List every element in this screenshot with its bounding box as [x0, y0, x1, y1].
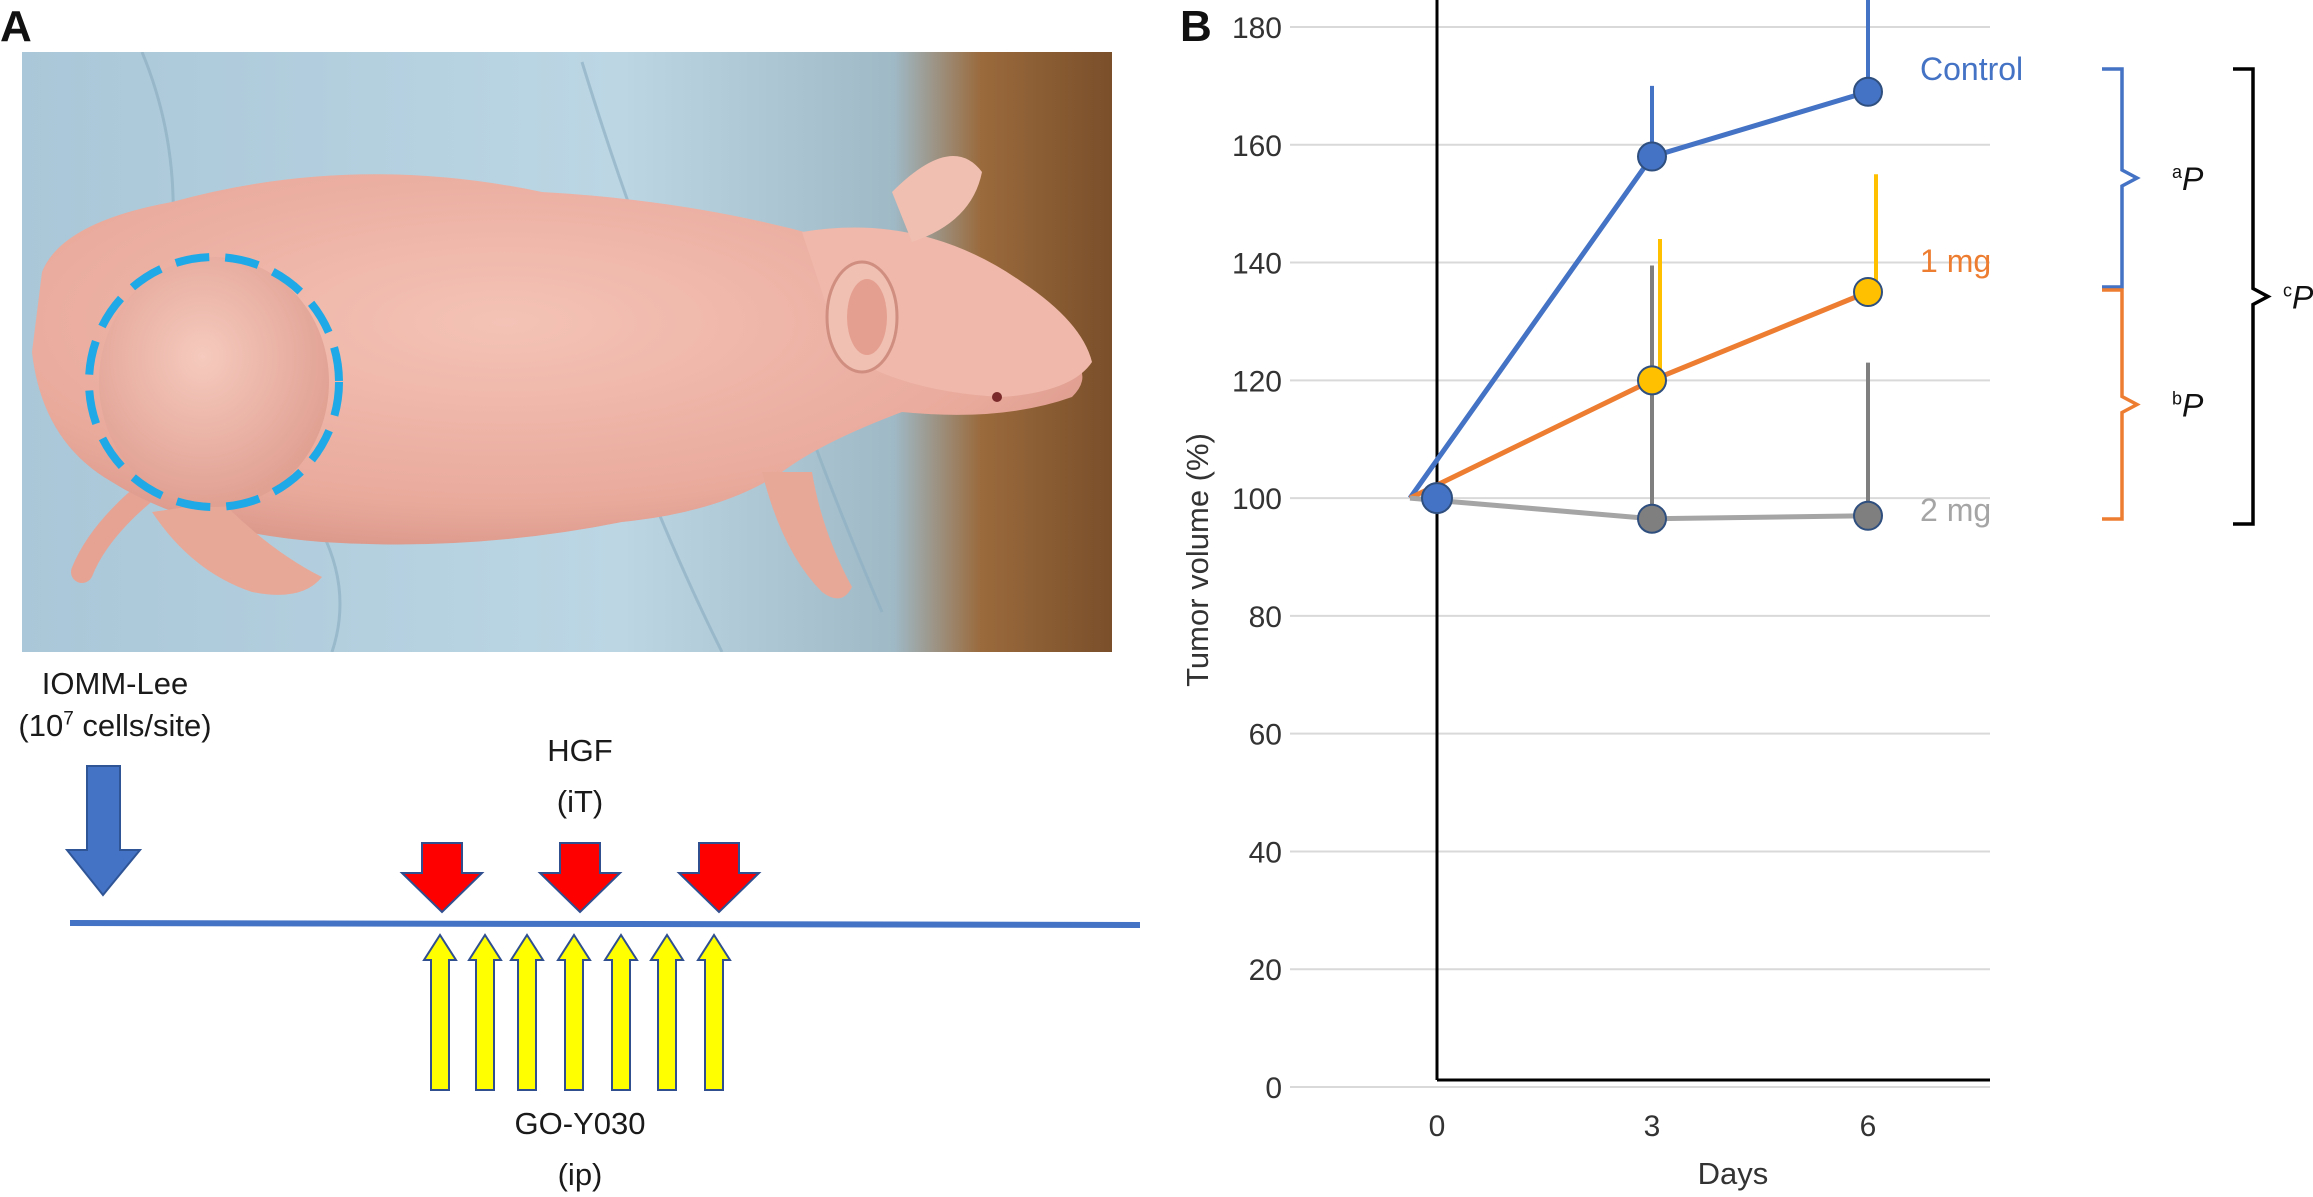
y-tick-label: 40 [1249, 836, 1282, 869]
hgf-route: (iT) [556, 784, 604, 819]
series-line-1 [1408, 289, 1869, 501]
drug-arrow-1 [422, 933, 458, 1091]
tick-labels: 0 20 40 60 80 100 120 140 160 180 0 3 6 [1232, 12, 1876, 1143]
bracket-c [2233, 67, 2272, 526]
timeline-axis [69, 920, 1141, 928]
bracket-a [2102, 67, 2141, 289]
significance-sup: b [2172, 389, 2182, 409]
y-tick-label: 20 [1249, 954, 1282, 987]
hgf-label: HGF [547, 733, 613, 768]
y-tick-label: 100 [1232, 483, 1282, 516]
y-tick-label: 0 [1265, 1072, 1282, 1105]
y-tick-label: 80 [1249, 601, 1282, 634]
mouse-hindleg [152, 502, 322, 595]
tumor-mass [99, 257, 329, 507]
drug-arrow-6 [649, 933, 685, 1091]
y-tick-label: 180 [1232, 12, 1282, 45]
x-tick-label: 6 [1860, 1110, 1877, 1143]
y-axis-label: Tumor volume (%) [1180, 433, 1215, 687]
data-point [1853, 500, 1883, 531]
mouse-foreleg [762, 472, 852, 599]
series-label: 1 mg [1920, 243, 1991, 279]
drug-arrow-2 [467, 933, 503, 1091]
significance-sup: c [2283, 281, 2292, 301]
data-point [1637, 141, 1667, 172]
data-point [1853, 277, 1883, 307]
drug-arrow-3 [509, 933, 545, 1091]
data-point [1637, 503, 1667, 534]
grid-lines [1290, 26, 1990, 1088]
drug-arrow-4 [556, 933, 592, 1091]
hgf-arrows [399, 842, 762, 914]
cells-prefix: (10 [18, 708, 64, 743]
series-label: Control [1920, 51, 2023, 87]
drug-route: (ip) [557, 1157, 603, 1192]
significance-p: P [2182, 388, 2204, 424]
significance-sup: a [2172, 162, 2183, 182]
drug-arrows [422, 933, 732, 1091]
panel-a-letter: A [0, 2, 32, 51]
hgf-arrow-3 [676, 842, 762, 914]
significance-p: P [2292, 280, 2313, 316]
hgf-arrow-1 [399, 842, 485, 914]
axes [1435, 0, 1990, 1082]
cell-line-label: IOMM-Lee [41, 666, 189, 701]
bracket-b [2102, 288, 2141, 521]
data-series: Control 1 mg 2 mg [1407, 0, 2023, 534]
x-tick-label: 0 [1429, 1110, 1446, 1143]
cell-dose-label: (107 cells/site) [0, 706, 230, 746]
mouse-photo [22, 52, 1112, 652]
data-point-origin [1421, 482, 1453, 515]
panel-b-letter: B [1180, 2, 1212, 51]
y-tick-label: 60 [1249, 719, 1282, 752]
y-tick-label: 160 [1232, 130, 1282, 163]
significance-p: P [2182, 161, 2204, 197]
cells-suffix: cells/site) [73, 708, 212, 743]
treatment-timeline [64, 765, 1141, 1091]
series-label: 2 mg [1920, 492, 1991, 528]
significance-label: aP [2172, 161, 2204, 197]
mouse-upper-paw [892, 156, 982, 242]
mouse-eye [992, 392, 1002, 402]
drug-arrow-5 [603, 933, 639, 1091]
hgf-arrow-2 [537, 842, 623, 914]
data-point [1637, 365, 1667, 396]
data-point [1853, 76, 1883, 107]
drug-label: GO-Y030 [514, 1106, 646, 1141]
significance-label: cP [2283, 280, 2313, 316]
cells-exponent: 7 [63, 708, 74, 730]
y-tick-label: 140 [1232, 248, 1282, 281]
implant-arrow [64, 765, 143, 897]
x-axis-label: Days [1698, 1156, 1769, 1191]
y-tick-label: 120 [1232, 365, 1282, 398]
drug-arrow-7 [696, 933, 732, 1091]
significance-label: bP [2172, 388, 2204, 424]
tumor-volume-chart: 0 20 40 60 80 100 120 140 160 180 0 3 6 Control 1 mg 2… [1180, 0, 2313, 1191]
mouse-ear-inner [847, 279, 887, 355]
tumor-outline [85, 253, 343, 511]
x-tick-label: 3 [1644, 1110, 1661, 1143]
